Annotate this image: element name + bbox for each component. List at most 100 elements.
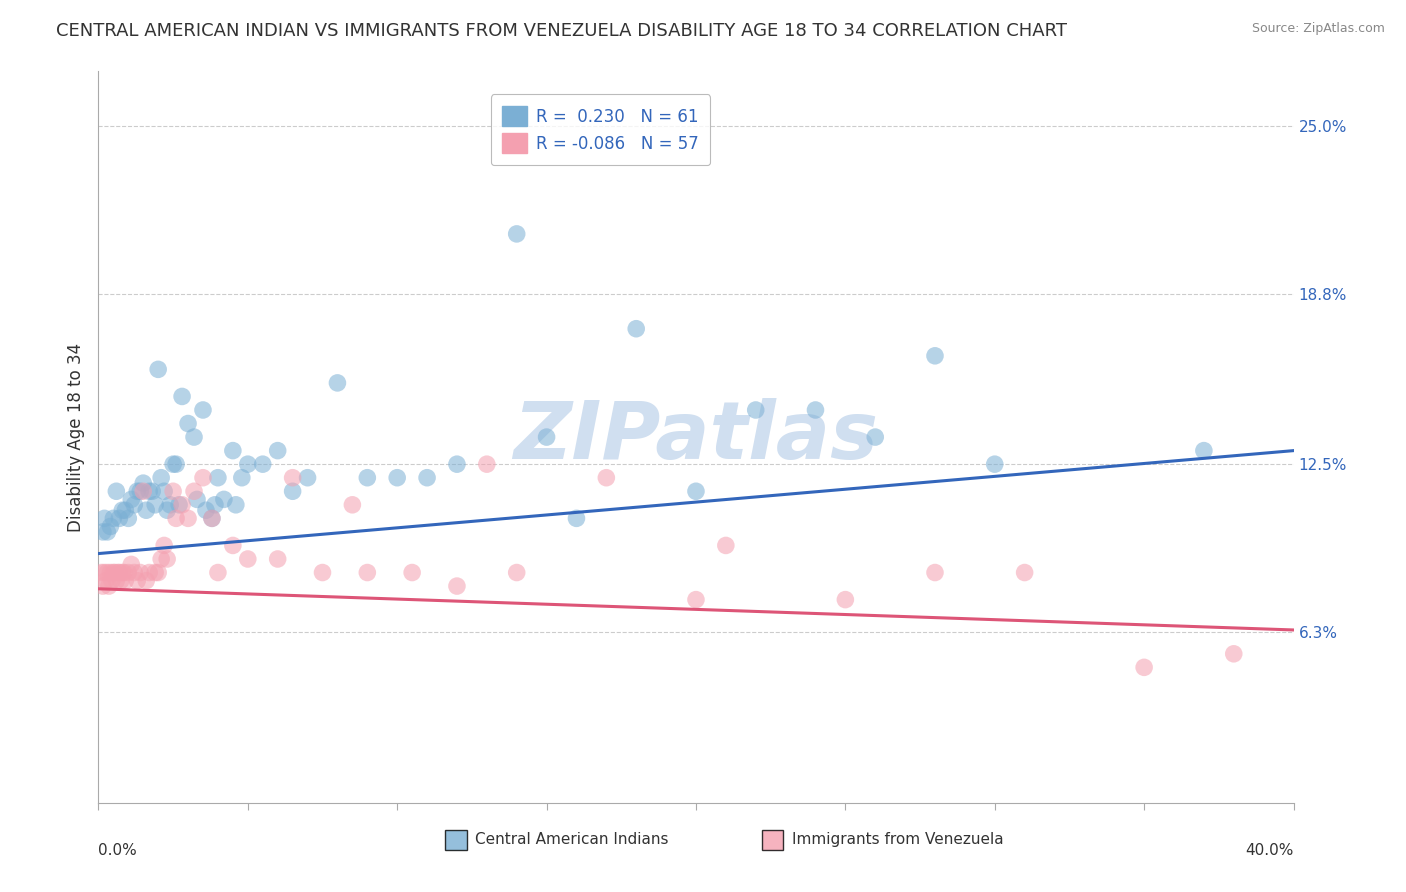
Text: CENTRAL AMERICAN INDIAN VS IMMIGRANTS FROM VENEZUELA DISABILITY AGE 18 TO 34 COR: CENTRAL AMERICAN INDIAN VS IMMIGRANTS FR…: [56, 22, 1067, 40]
Point: [104, 566, 127, 580]
Point: [159, 498, 181, 512]
Point: [172, 389, 194, 403]
Point: [165, 511, 187, 525]
Point: [108, 566, 131, 580]
Point: [207, 566, 229, 580]
FancyBboxPatch shape: [446, 830, 467, 850]
Point: [745, 403, 768, 417]
Point: [1014, 566, 1036, 580]
Point: [108, 511, 131, 525]
Text: Immigrants from Venezuela: Immigrants from Venezuela: [792, 832, 1004, 847]
Point: [297, 471, 319, 485]
Text: 40.0%: 40.0%: [1246, 843, 1294, 858]
Point: [356, 566, 378, 580]
Point: [924, 566, 946, 580]
Point: [281, 484, 304, 499]
Point: [138, 566, 160, 580]
Point: [685, 484, 707, 499]
Point: [148, 362, 170, 376]
Point: [342, 498, 364, 512]
Point: [311, 566, 333, 580]
Point: [124, 566, 146, 580]
Point: [117, 566, 139, 580]
Point: [172, 498, 194, 512]
Point: [120, 492, 142, 507]
Point: [207, 471, 229, 485]
Text: Source: ZipAtlas.com: Source: ZipAtlas.com: [1251, 22, 1385, 36]
Point: [114, 503, 136, 517]
Point: [565, 511, 588, 525]
Point: [111, 503, 134, 517]
Point: [212, 492, 235, 507]
Point: [201, 511, 224, 525]
Point: [135, 503, 157, 517]
Point: [191, 403, 214, 417]
Point: [984, 457, 1007, 471]
Point: [143, 498, 166, 512]
Point: [186, 492, 208, 507]
Point: [236, 457, 259, 471]
Point: [201, 511, 224, 525]
Point: [103, 511, 125, 525]
Point: [105, 574, 128, 588]
Point: [267, 443, 290, 458]
Point: [1192, 443, 1215, 458]
Point: [401, 566, 423, 580]
Point: [93, 566, 115, 580]
Point: [127, 574, 149, 588]
Point: [103, 566, 125, 580]
Point: [156, 503, 179, 517]
Point: [105, 484, 128, 499]
Point: [117, 511, 139, 525]
Point: [150, 552, 173, 566]
Point: [385, 471, 409, 485]
Point: [714, 538, 737, 552]
Point: [124, 498, 146, 512]
Point: [446, 457, 468, 471]
Point: [153, 538, 176, 552]
Point: [595, 471, 617, 485]
Point: [416, 471, 439, 485]
Point: [96, 566, 118, 580]
Point: [107, 566, 129, 580]
Point: [506, 227, 529, 241]
Point: [135, 574, 157, 588]
Point: [626, 322, 648, 336]
Point: [129, 566, 152, 580]
Point: [225, 498, 247, 512]
Point: [162, 484, 184, 499]
Point: [222, 538, 245, 552]
Point: [101, 574, 124, 588]
Point: [183, 430, 205, 444]
Point: [475, 457, 498, 471]
Point: [132, 484, 155, 499]
Point: [112, 566, 135, 580]
Point: [236, 552, 259, 566]
Point: [191, 471, 214, 485]
Point: [165, 457, 187, 471]
Point: [143, 566, 166, 580]
Point: [177, 417, 200, 431]
Y-axis label: Disability Age 18 to 34: Disability Age 18 to 34: [66, 343, 84, 532]
Point: [326, 376, 349, 390]
Point: [96, 524, 118, 539]
Point: [93, 511, 115, 525]
Point: [183, 484, 205, 499]
Point: [120, 558, 142, 572]
Point: [834, 592, 856, 607]
Point: [129, 484, 152, 499]
Point: [685, 592, 707, 607]
Text: ZIPatlas: ZIPatlas: [513, 398, 879, 476]
Point: [153, 484, 176, 499]
Point: [446, 579, 468, 593]
Point: [148, 566, 170, 580]
Point: [156, 552, 179, 566]
Point: [195, 503, 218, 517]
Point: [231, 471, 253, 485]
Point: [865, 430, 887, 444]
Point: [267, 552, 290, 566]
Point: [150, 471, 173, 485]
Point: [204, 498, 226, 512]
Point: [1223, 647, 1246, 661]
Point: [141, 484, 163, 499]
